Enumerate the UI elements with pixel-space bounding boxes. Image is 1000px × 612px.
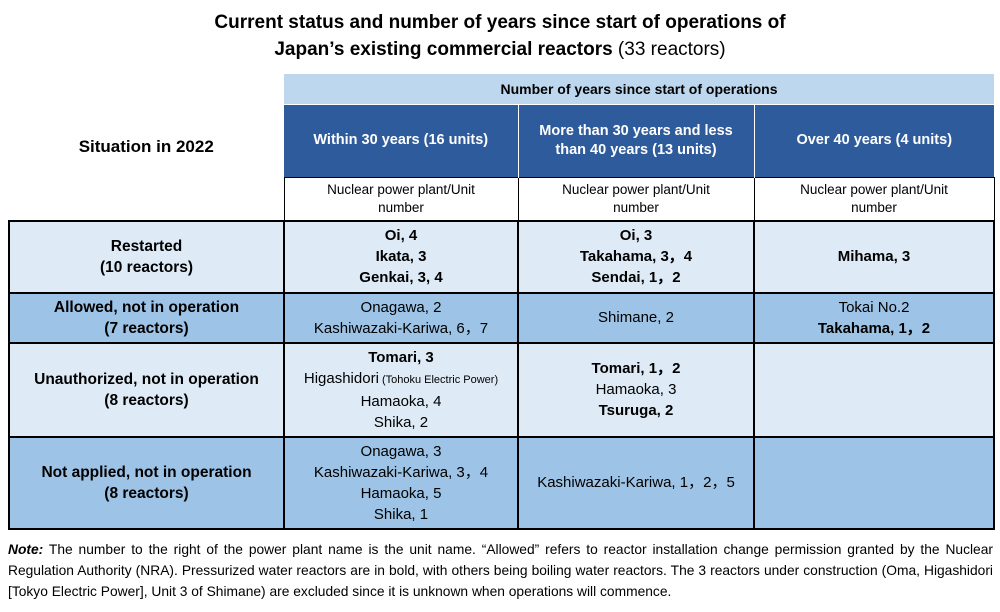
reactor-line: Sendai, 1，2 (591, 269, 681, 286)
band-header-row: Situation in 2022 Number of years since … (9, 74, 995, 222)
situation-header-cell: Situation in 2022 (9, 74, 284, 222)
reactor-line: Higashidori (Tohoku Electric Power) (303, 369, 499, 387)
title-line2-normal: (33 reactors) (612, 39, 726, 60)
reactor-cell: Kashiwazaki-Kariwa, 1，2，5 (517, 435, 755, 530)
reactor-line: Kashiwazaki-Kariwa, 1，2，5 (537, 474, 735, 491)
reactor-line: Shika, 1 (373, 505, 429, 523)
row-label-line2: (8 reactors) (104, 484, 189, 502)
reactor-line: Mihama, 3 (837, 248, 911, 265)
subheader-col-1: Nuclear power plant/Unit number (283, 176, 519, 221)
subheader-text: Nuclear power plant/Unit number (327, 181, 475, 215)
col-header-within-30-years: Within 30 years (16 units) (284, 104, 518, 177)
reactor-line: Hamaoka, 3 (595, 381, 677, 398)
table-row: Unauthorized, not in operation (8 reactor… (8, 341, 996, 438)
row-label: Allowed, not in operation (7 reactors) (8, 291, 285, 344)
subheader-col-3: Nuclear power plant/Unit number (753, 176, 995, 221)
reactor-line: Oi, 3 (619, 227, 653, 244)
row-label-line2: (10 reactors) (99, 258, 194, 276)
table-row: Restarted (10 reactors) Oi, 4 Ikata, 3 Genka… (8, 219, 996, 294)
reactor-line: Hamaoka, 4 (360, 392, 442, 410)
reactor-cell (752, 435, 996, 530)
table-row: Allowed, not in operation (7 reactors) Ona… (8, 291, 996, 344)
band-header: Number of years since start of operation… (284, 74, 995, 105)
reactor-line: Ikata, 3 (375, 248, 427, 265)
subheader-text: Nuclear power plant/Unit number (562, 181, 710, 215)
reactor-line: Oi, 4 (384, 227, 418, 244)
row-label: Not applied, not in operation (8 reactors… (8, 435, 285, 530)
note-text: The number to the right of the power pla… (8, 541, 993, 599)
reactor-cell: Shimane, 2 (517, 291, 755, 344)
reactor-cell: Onagawa, 3 Kashiwazaki-Kariwa, 3，4 Hamaoka… (283, 435, 519, 530)
reactor-line: Tsuruga, 2 (598, 402, 674, 419)
col-header-over-40-years: Over 40 years (4 units) (753, 104, 995, 177)
reactor-line: Onagawa, 2 (360, 298, 442, 316)
title-line2-bold: Japan’s existing commercial reactors (274, 39, 613, 60)
reactor-line: Shimane, 2 (598, 309, 674, 326)
row-label-line2: (8 reactors) (104, 391, 189, 409)
table-body: Restarted (10 reactors) Oi, 4 Ikata, 3 Genka… (8, 219, 996, 530)
reactor-line-annotation: (Tohoku Electric Power) (378, 373, 499, 386)
reactor-line: Tokai No.2 (838, 298, 910, 316)
reactor-line: Kashiwazaki-Kariwa, 3，4 (313, 463, 489, 481)
row-label: Unauthorized, not in operation (8 reactor… (8, 341, 285, 438)
col-header-30-to-40-years: More than 30 years and less than 40 year… (517, 104, 754, 177)
situation-label: Situation in 2022 (78, 136, 214, 156)
reactor-line: Tomari, 3 (368, 348, 434, 366)
note-label: Note: (8, 541, 44, 557)
reactor-line: Onagawa, 3 (360, 442, 442, 460)
reactor-line: Takahama, 3，4 (579, 248, 693, 265)
table-row: Not applied, not in operation (8 reactors… (8, 435, 996, 530)
column-header-row: Within 30 years (16 units) More than 30 … (9, 104, 995, 177)
row-label-line1: Not applied, not in operation (41, 463, 252, 481)
subheader-text: Nuclear power plant/Unit number (800, 181, 948, 215)
reactor-line: Shika, 2 (373, 413, 429, 431)
reactor-line: Genkai, 3, 4 (359, 269, 443, 286)
reactor-cell (752, 341, 996, 438)
note: Note: The number to the right of the pow… (8, 539, 993, 602)
reactor-cell: Oi, 4 Ikata, 3 Genkai, 3, 4 (283, 219, 519, 294)
subheader-row: Nuclear power plant/Unit number Nuclear … (9, 176, 995, 221)
reactor-cell: Tomari, 1，2 Hamaoka, 3 Tsuruga, 2 (517, 341, 755, 438)
row-label-line1: Unauthorized, not in operation (34, 370, 259, 388)
reactor-cell: Onagawa, 2 Kashiwazaki-Kariwa, 6，7 (283, 291, 519, 344)
reactor-line: Takahama, 1，2 (817, 319, 931, 337)
reactor-cell: Mihama, 3 (752, 219, 996, 294)
reactor-line: Hamaoka, 5 (360, 484, 442, 502)
reactor-cell: Tomari, 3 Higashidori (Tohoku Electric Po… (283, 341, 519, 438)
reactor-status-table: Situation in 2022 Number of years since … (8, 74, 996, 530)
subheader-col-2: Nuclear power plant/Unit number (517, 176, 755, 221)
title-line1: Current status and number of years since… (214, 12, 786, 33)
reactor-line: Kashiwazaki-Kariwa, 6，7 (313, 319, 489, 337)
page-title: Current status and number of years since… (8, 9, 992, 63)
row-label: Restarted (10 reactors) (8, 219, 285, 294)
row-label-line2: (7 reactors) (104, 319, 189, 337)
reactor-cell: Oi, 3 Takahama, 3，4 Sendai, 1，2 (517, 219, 755, 294)
reactor-line: Tomari, 1，2 (591, 360, 681, 377)
row-label-line1: Allowed, not in operation (53, 298, 240, 316)
reactor-cell: Tokai No.2 Takahama, 1，2 (752, 291, 996, 344)
row-label-line1: Restarted (110, 237, 183, 255)
